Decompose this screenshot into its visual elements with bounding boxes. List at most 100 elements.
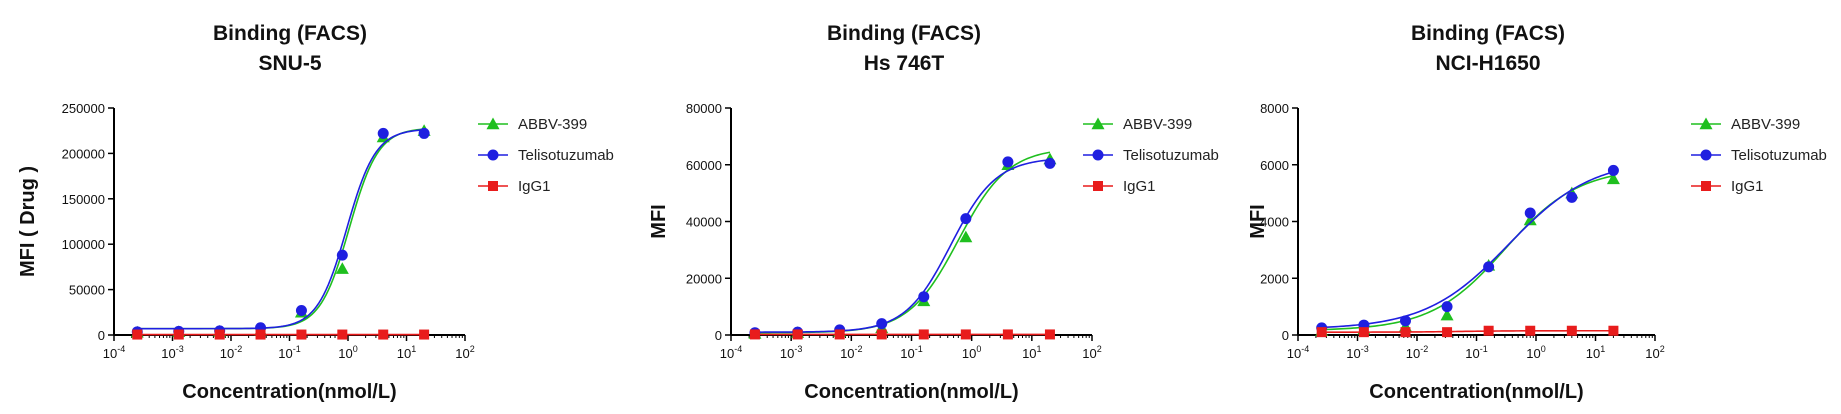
legend-marker (1093, 181, 1103, 191)
legend-marker (487, 149, 499, 161)
fit-curve (137, 129, 425, 330)
x-tick-label: 10-4 (720, 344, 742, 361)
legend-marker (486, 117, 500, 130)
data-point (1525, 325, 1536, 336)
data-point (960, 213, 972, 225)
fit-curve (754, 159, 1051, 333)
y-tick-label: 2000 (1260, 271, 1289, 286)
series-abbv-399 (748, 151, 1057, 339)
data-point (960, 329, 971, 340)
legend-label: ABBV-399 (1123, 116, 1192, 133)
data-point (834, 329, 845, 340)
data-point (1442, 327, 1453, 338)
legend-item: ABBV-399 (1691, 116, 1800, 133)
data-point (296, 329, 307, 340)
x-tick-label: 10-1 (900, 344, 922, 361)
legend-item: ABBV-399 (1083, 116, 1192, 133)
data-point (1483, 325, 1494, 336)
x-tick-label: 101 (1022, 344, 1041, 361)
data-point (918, 329, 929, 340)
fit-curve (754, 151, 1051, 334)
x-tick-label: 101 (1586, 344, 1605, 361)
data-point (1523, 213, 1537, 226)
data-point (1608, 325, 1619, 336)
fit-curve (1321, 171, 1614, 329)
x-tick-label: 10-4 (1287, 344, 1309, 361)
data-point (959, 230, 973, 243)
x-tick-label: 10-3 (1346, 344, 1368, 361)
series-igg1 (132, 329, 430, 340)
chart-title: Binding (FACS) (827, 22, 981, 45)
x-tick-label: 10-1 (1465, 344, 1487, 361)
y-tick-label: 20000 (686, 271, 722, 286)
data-point (1316, 327, 1327, 338)
data-point (418, 127, 430, 139)
legend-item: Telisotuzumab (478, 147, 614, 164)
legend-label: Telisotuzumab (1123, 147, 1219, 164)
y-tick-label: 200000 (62, 146, 105, 161)
chart-title: Hs 746T (864, 52, 945, 75)
legend-marker (1699, 117, 1713, 130)
x-tick-label: 10-2 (220, 344, 242, 361)
y-tick-label: 4000 (1260, 215, 1289, 230)
data-point (918, 291, 930, 303)
x-tick-label: 10-2 (840, 344, 862, 361)
x-tick-label: 100 (962, 344, 981, 361)
legend-label: IgG1 (518, 178, 551, 195)
fit-curve (137, 128, 425, 330)
chart-title: SNU-5 (258, 52, 321, 75)
data-point (1044, 157, 1056, 169)
data-point (132, 329, 143, 340)
data-point (1002, 329, 1013, 340)
x-axis-title: Concentration(nmol/L) (804, 381, 1018, 403)
data-point (876, 329, 887, 340)
x-axis-title: Concentration(nmol/L) (182, 381, 396, 403)
y-tick-label: 6000 (1260, 158, 1289, 173)
x-tick-label: 101 (397, 344, 416, 361)
x-tick-label: 102 (1082, 344, 1101, 361)
y-axis-title: MFI ( Drug ) (17, 166, 39, 277)
legend-label: Telisotuzumab (1731, 147, 1827, 164)
data-point (1399, 315, 1411, 327)
data-point (1400, 327, 1411, 338)
legend-marker (1700, 149, 1712, 161)
data-point (749, 329, 760, 340)
legend-label: ABBV-399 (518, 116, 587, 133)
legend-item: Telisotuzumab (1691, 147, 1827, 164)
series-igg1 (1316, 325, 1619, 338)
y-tick-label: 60000 (686, 158, 722, 173)
data-point (1606, 172, 1620, 185)
data-point (1441, 301, 1453, 313)
fit-curve (1321, 329, 1614, 333)
y-tick-label: 150000 (62, 192, 105, 207)
data-point (295, 304, 307, 316)
data-point (255, 329, 266, 340)
x-tick-label: 10-3 (161, 344, 183, 361)
y-tick-label: 250000 (62, 101, 105, 116)
y-axis-title: MFI (648, 204, 670, 238)
data-point (1566, 325, 1577, 336)
chart-panel-1: Binding (FACS) SNU-5 0 50000 100000 150000 200… (17, 22, 614, 403)
y-tick-label: 40000 (686, 215, 722, 230)
chart-title: Binding (FACS) (1411, 22, 1565, 45)
y-tick-label: 100000 (62, 237, 105, 252)
data-point (1440, 308, 1454, 321)
series-telisotuzumab (1316, 164, 1619, 334)
x-axis-title: Concentration(nmol/L) (1369, 381, 1583, 403)
legend-label: IgG1 (1123, 178, 1156, 195)
legend-item: IgG1 (1083, 178, 1156, 195)
data-point (335, 262, 349, 274)
legend-label: IgG1 (1731, 178, 1764, 195)
y-tick-label: 0 (1282, 328, 1289, 343)
legend-item: Telisotuzumab (1083, 147, 1219, 164)
series-igg1 (749, 329, 1055, 340)
data-point (337, 329, 348, 340)
legend-marker (1701, 181, 1711, 191)
y-tick-label: 80000 (686, 101, 722, 116)
series-telisotuzumab (749, 156, 1056, 339)
legend-marker (1092, 149, 1104, 161)
chart-panel-3: Binding (FACS) NCI-H1650 0 2000 4000 6000 8000… (1247, 22, 1827, 403)
legend-item: IgG1 (1691, 178, 1764, 195)
series-telisotuzumab (131, 127, 430, 338)
series-abbv-399 (130, 124, 431, 338)
